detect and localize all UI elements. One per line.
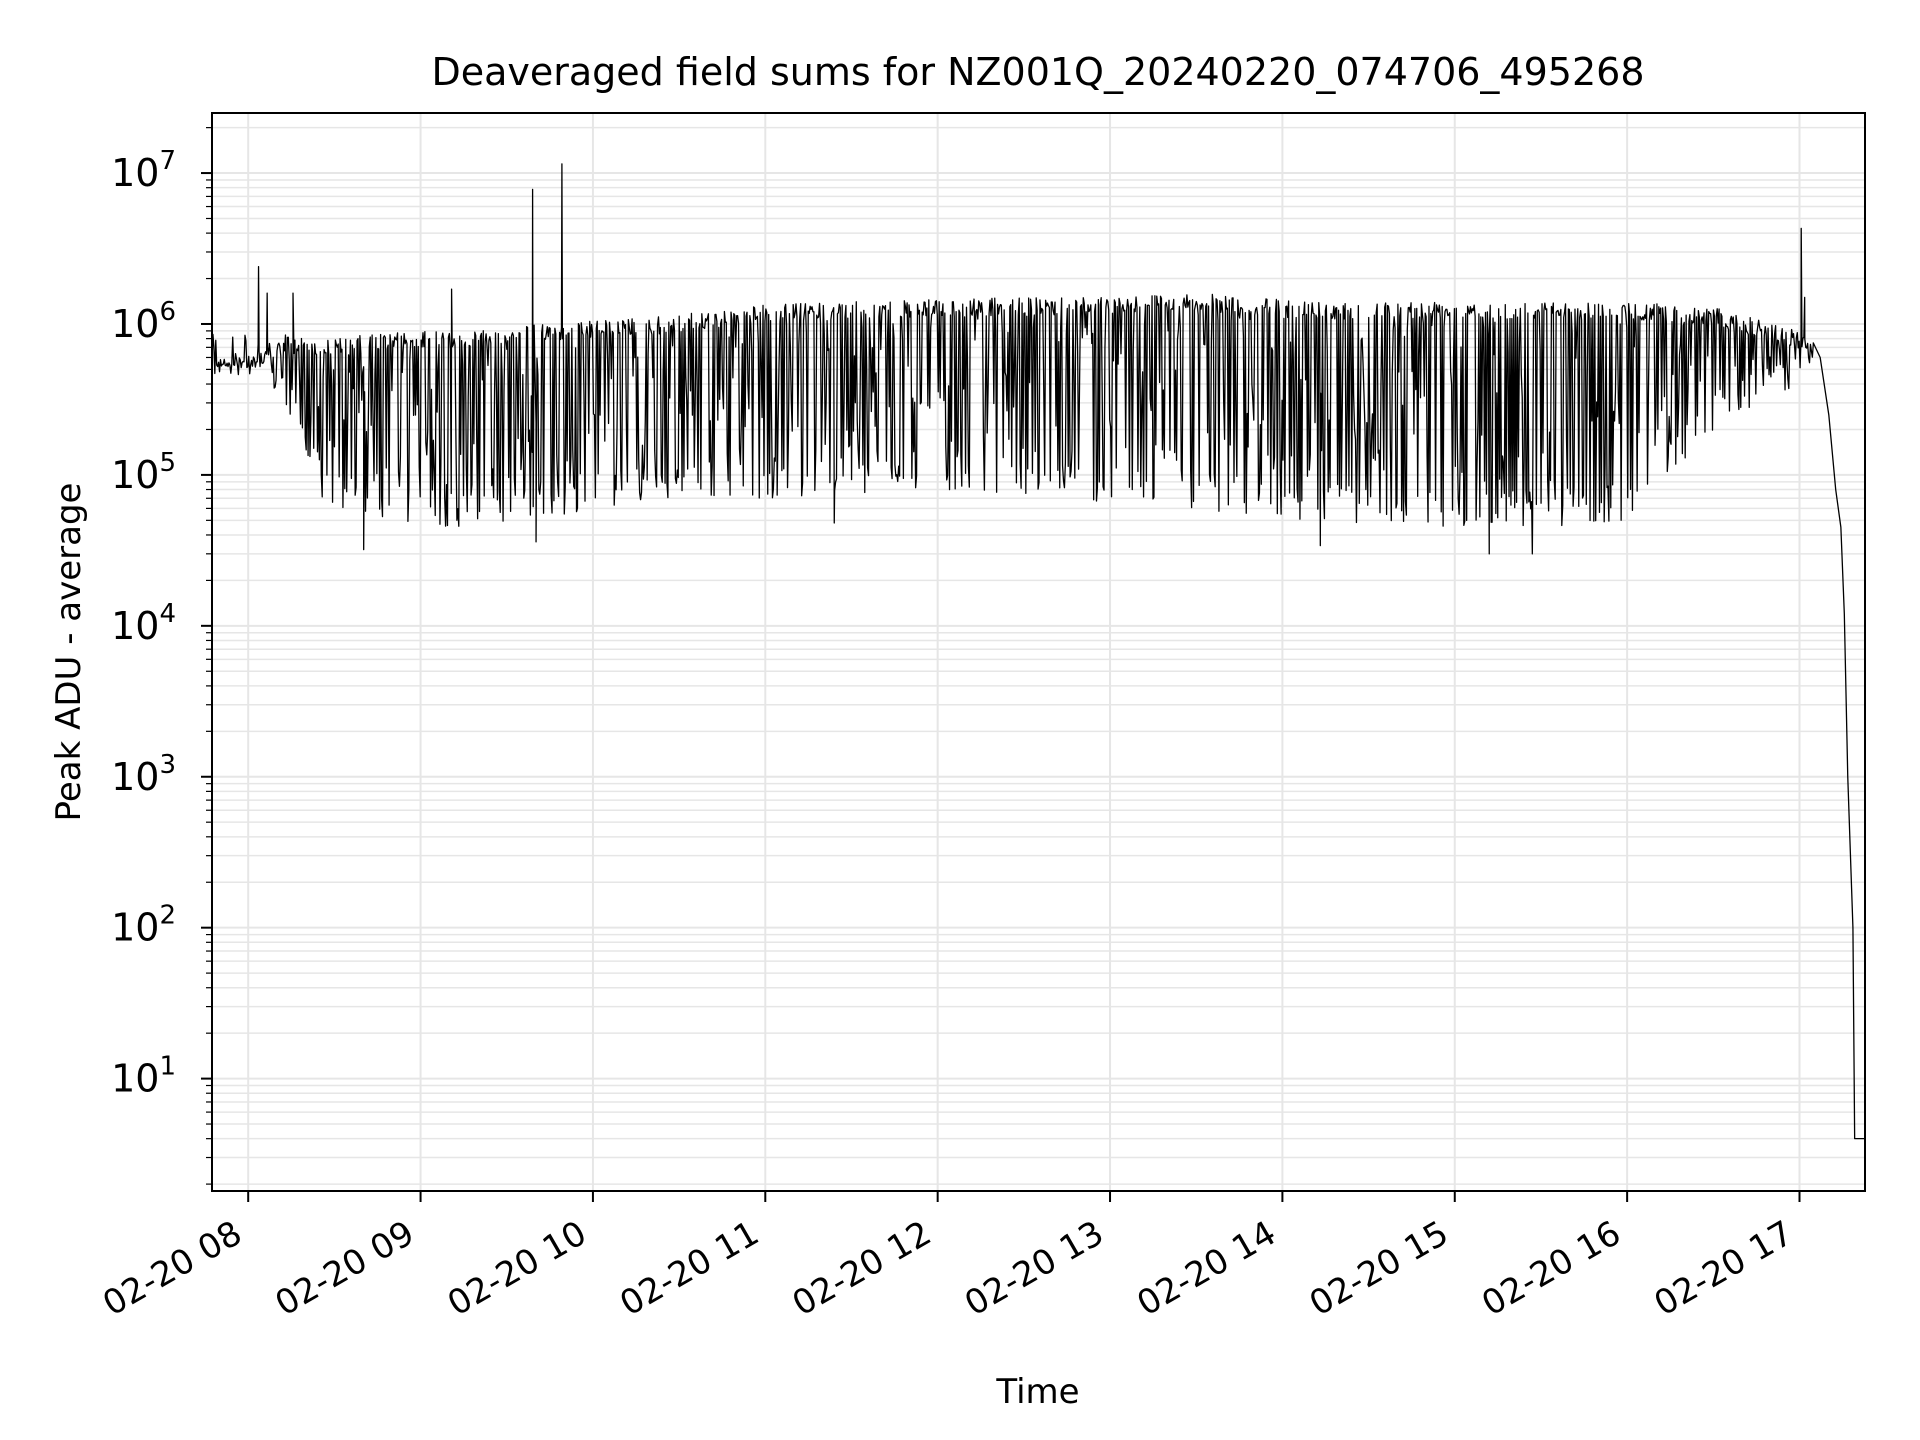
x-axis-label: Time — [995, 1372, 1079, 1412]
y-tick-label: 101 — [111, 1052, 176, 1101]
y-tick-label: 106 — [111, 297, 176, 346]
plot-frame — [211, 112, 1866, 1192]
series-line — [211, 163, 1865, 1140]
y-tick-base: 10 — [111, 151, 159, 195]
y-tick-label: 102 — [111, 901, 176, 950]
y-tick-base: 10 — [111, 1057, 159, 1101]
y-tick-exponent: 5 — [159, 448, 176, 478]
y-tick-exponent: 2 — [159, 901, 176, 931]
axes-group — [201, 112, 1866, 1202]
y-tick-label: 103 — [111, 750, 176, 799]
y-tick-label: 104 — [111, 599, 176, 648]
y-tick-base: 10 — [111, 755, 159, 799]
y-tick-exponent: 3 — [159, 750, 176, 780]
y-tick-base: 10 — [111, 604, 159, 648]
y-tick-exponent: 6 — [159, 297, 176, 327]
y-tick-base: 10 — [111, 906, 159, 950]
y-axis-label: Peak ADU - average — [49, 483, 89, 822]
y-tick-exponent: 1 — [159, 1052, 176, 1082]
y-tick-base: 10 — [111, 453, 159, 497]
y-tick-label: 107 — [111, 146, 176, 195]
y-tick-exponent: 7 — [159, 146, 176, 176]
y-tick-base: 10 — [111, 302, 159, 346]
y-tick-exponent: 4 — [159, 599, 176, 629]
chart-title: Deaveraged field sums for NZ001Q_2024022… — [431, 50, 1644, 94]
y-tick-label: 105 — [111, 448, 176, 497]
major-gridlines — [212, 113, 1865, 1191]
series-group — [211, 163, 1865, 1140]
